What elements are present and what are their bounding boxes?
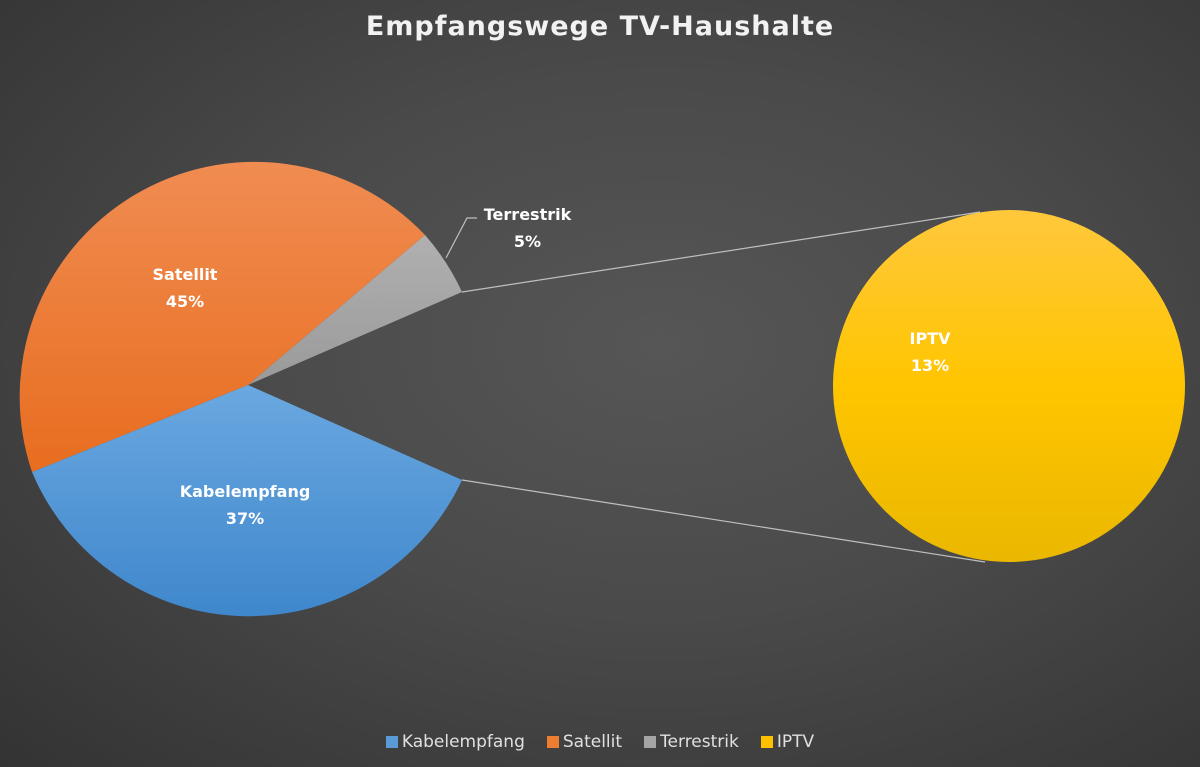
legend-swatch-icon	[644, 736, 657, 748]
label-name: IPTV	[909, 329, 951, 348]
label-value: 37%	[225, 509, 265, 528]
slice-kabelempfang[interactable]	[32, 385, 462, 617]
chart-title: Empfangswege TV-Haushalte	[365, 11, 835, 42]
slice-satellit[interactable]	[19, 161, 426, 472]
legend-swatch-icon	[546, 736, 559, 748]
label-value: 5%	[513, 232, 542, 251]
label-value: 45%	[165, 292, 205, 311]
legend-item-terrestrik[interactable]: Terrestrik	[644, 732, 739, 752]
label-satellit: Satellit 45%	[120, 261, 250, 315]
connector-line-top	[461, 211, 981, 293]
legend-label: Terrestrik	[660, 732, 739, 752]
terrestrik-leader-line	[445, 217, 477, 259]
label-name: Satellit	[152, 265, 218, 284]
label-terrestrik: Terrestrik 5%	[470, 201, 585, 255]
legend-label: IPTV	[776, 732, 815, 752]
legend-label: Satellit	[562, 732, 623, 752]
legend: Kabelempfang Satellit Terrestrik IPTV	[0, 732, 1200, 752]
legend-item-kabelempfang[interactable]: Kabelempfang	[385, 732, 525, 752]
slice-iptv[interactable]	[833, 210, 1185, 562]
label-name: Kabelempfang	[179, 482, 311, 501]
label-value: 13%	[910, 356, 950, 375]
legend-swatch-icon	[760, 736, 773, 748]
label-name: Terrestrik	[483, 205, 572, 224]
connector-line-bottom	[461, 479, 986, 563]
label-kabelempfang: Kabelempfang 37%	[160, 478, 330, 532]
legend-label: Kabelempfang	[401, 732, 525, 752]
legend-swatch-icon	[385, 736, 398, 748]
slice-terrestrik[interactable]	[248, 235, 462, 385]
label-iptv: IPTV 13%	[890, 325, 970, 379]
legend-item-iptv[interactable]: IPTV	[760, 732, 815, 752]
legend-item-satellit[interactable]: Satellit	[546, 732, 623, 752]
